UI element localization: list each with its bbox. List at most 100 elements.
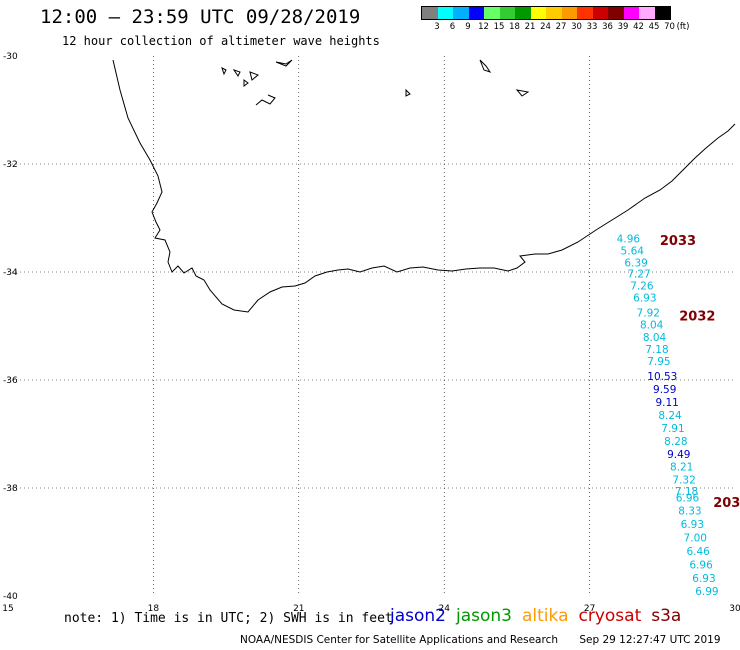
- colorbar-label: 33: [586, 22, 598, 32]
- legend-s3a: s3a: [651, 606, 682, 626]
- swh-points: 4.965.646.397.277.266.937.928.048.047.18…: [617, 233, 719, 598]
- island-2: [232, 69, 241, 77]
- colorbar-label: 6: [449, 22, 456, 32]
- wave-height-colorbar: 3 6 9 12 15 18 21 24 27 30 33 36 39 42 45 70 (ft): [421, 6, 689, 34]
- y-tick-label: -36: [3, 376, 18, 386]
- colorbar-swatch: [499, 7, 515, 19]
- legend-jason3: jason3: [456, 606, 512, 626]
- colorbar-swatch: [437, 7, 453, 19]
- swh-value: 4.96: [617, 233, 641, 245]
- timestamp-text: Sep 29 12:27:47 UTC 2019: [579, 634, 721, 646]
- coastline: [112, 59, 736, 313]
- map-grid: [8, 56, 735, 596]
- swh-value: 8.04: [640, 320, 664, 332]
- map-subtitle: 12 hour collection of altimeter wave hei…: [62, 34, 380, 48]
- colorbar-label: 18: [509, 22, 520, 32]
- colorbar-label: 27: [555, 22, 567, 32]
- swh-value: 9.49: [667, 449, 690, 461]
- x-tick-label: 30: [729, 604, 740, 614]
- swh-value: 7.95: [647, 356, 670, 368]
- colorbar-swatches: [421, 6, 671, 20]
- africa-coastline: [112, 59, 736, 313]
- swh-value: 8.24: [658, 410, 682, 422]
- track-labels: 2033 2032 203: [660, 234, 740, 511]
- swh-value: 6.99: [695, 586, 718, 598]
- swh-value: 7.26: [630, 280, 654, 292]
- colorbar-label: 9: [465, 22, 471, 32]
- satellite-legend: jason2 jason3 altika cryosat s3a: [390, 606, 691, 626]
- track-time-label: 2033: [660, 234, 696, 249]
- island-7: [405, 88, 411, 97]
- map-title: 12:00 – 23:59 UTC 09/28/2019: [40, 6, 361, 28]
- swh-value: 7.00: [684, 532, 707, 544]
- x-tick-label: 27: [584, 604, 595, 614]
- colorbar-label: 45: [648, 22, 660, 32]
- swh-value: 7.32: [672, 475, 695, 487]
- swh-value: 8.04: [643, 332, 667, 344]
- colorbar-label: 36: [602, 22, 613, 32]
- colorbar-labels: 3 6 9 12 15 18 21 24 27 30 33 36 39 42 45 70 (ft): [421, 22, 689, 34]
- colorbar-swatch: [608, 7, 624, 19]
- colorbar-swatch: [577, 7, 593, 19]
- legend-jason2: jason2: [390, 606, 446, 626]
- y-tick-label: -38: [3, 484, 18, 494]
- swh-value: 7.18: [675, 486, 698, 498]
- y-tick-label: -30: [3, 52, 18, 62]
- inland-border: [255, 94, 276, 106]
- y-tick-label: -34: [3, 268, 18, 278]
- island-4: [243, 79, 249, 87]
- colorbar-label: 24: [540, 22, 551, 32]
- island-6: [479, 59, 492, 73]
- colorbar-swatch: [546, 7, 562, 19]
- colorbar-swatch: [468, 7, 484, 19]
- island-5: [275, 59, 293, 67]
- colorbar-label: 3: [434, 22, 440, 32]
- swh-value: 6.93: [692, 573, 715, 585]
- track-time-label: 203: [713, 496, 740, 511]
- swh-value: 6.39: [624, 258, 647, 270]
- swh-value: 10.53: [647, 371, 677, 383]
- colorbar-label: 30: [571, 22, 582, 32]
- colorbar-label: 70: [664, 22, 675, 32]
- swh-value: 6.96: [689, 559, 713, 571]
- note-text: note: 1) Time is in UTC; 2) SWH is in fe…: [64, 611, 393, 626]
- swh-value: 7.91: [661, 423, 684, 435]
- y-tick-label: -32: [3, 160, 18, 170]
- x-tick-label: 24: [438, 604, 450, 614]
- legend-altika: altika: [522, 606, 569, 626]
- colorbar-unit: (ft): [676, 22, 690, 32]
- footer: NOAA/NESDIS Center for Satellite Applica…: [240, 634, 721, 646]
- credit-text: NOAA/NESDIS Center for Satellite Applica…: [240, 634, 558, 646]
- colorbar-label: 39: [617, 22, 629, 32]
- colorbar-label: 15: [493, 22, 505, 32]
- x-tick-label: 21: [293, 604, 304, 614]
- colorbar-swatch: [422, 7, 438, 19]
- map-axis-ticks: 15 18 21 24 27 30 -30 -32 -34 -36 -38 -40: [2, 52, 740, 614]
- colorbar-swatch: [654, 7, 670, 19]
- track-time-label: 2032: [679, 310, 715, 325]
- colorbar-swatch: [515, 7, 531, 19]
- swh-value: 8.28: [664, 436, 687, 448]
- legend-cryosat: cryosat: [578, 606, 642, 626]
- colorbar-swatch: [530, 7, 546, 19]
- island-3: [249, 71, 259, 81]
- colorbar-swatch: [592, 7, 608, 19]
- x-tick-label: 15: [2, 604, 13, 614]
- swh-value: 6.46: [686, 546, 710, 558]
- swh-value: 6.93: [681, 519, 704, 531]
- swh-value: 6.93: [633, 293, 656, 305]
- colorbar-swatch: [639, 7, 655, 19]
- swh-value: 5.64: [621, 246, 645, 258]
- colorbar-swatch: [561, 7, 577, 19]
- colorbar-label: 12: [478, 22, 489, 32]
- island-8: [515, 89, 530, 97]
- colorbar-swatch: [453, 7, 469, 19]
- colorbar-label: 42: [633, 22, 644, 32]
- colorbar-swatch: [623, 7, 639, 19]
- swh-value: 7.92: [637, 307, 660, 319]
- swh-value: 7.18: [645, 344, 668, 356]
- x-tick-label: 18: [148, 604, 160, 614]
- swh-value: 9.59: [653, 384, 676, 396]
- swh-value: 7.27: [627, 268, 650, 280]
